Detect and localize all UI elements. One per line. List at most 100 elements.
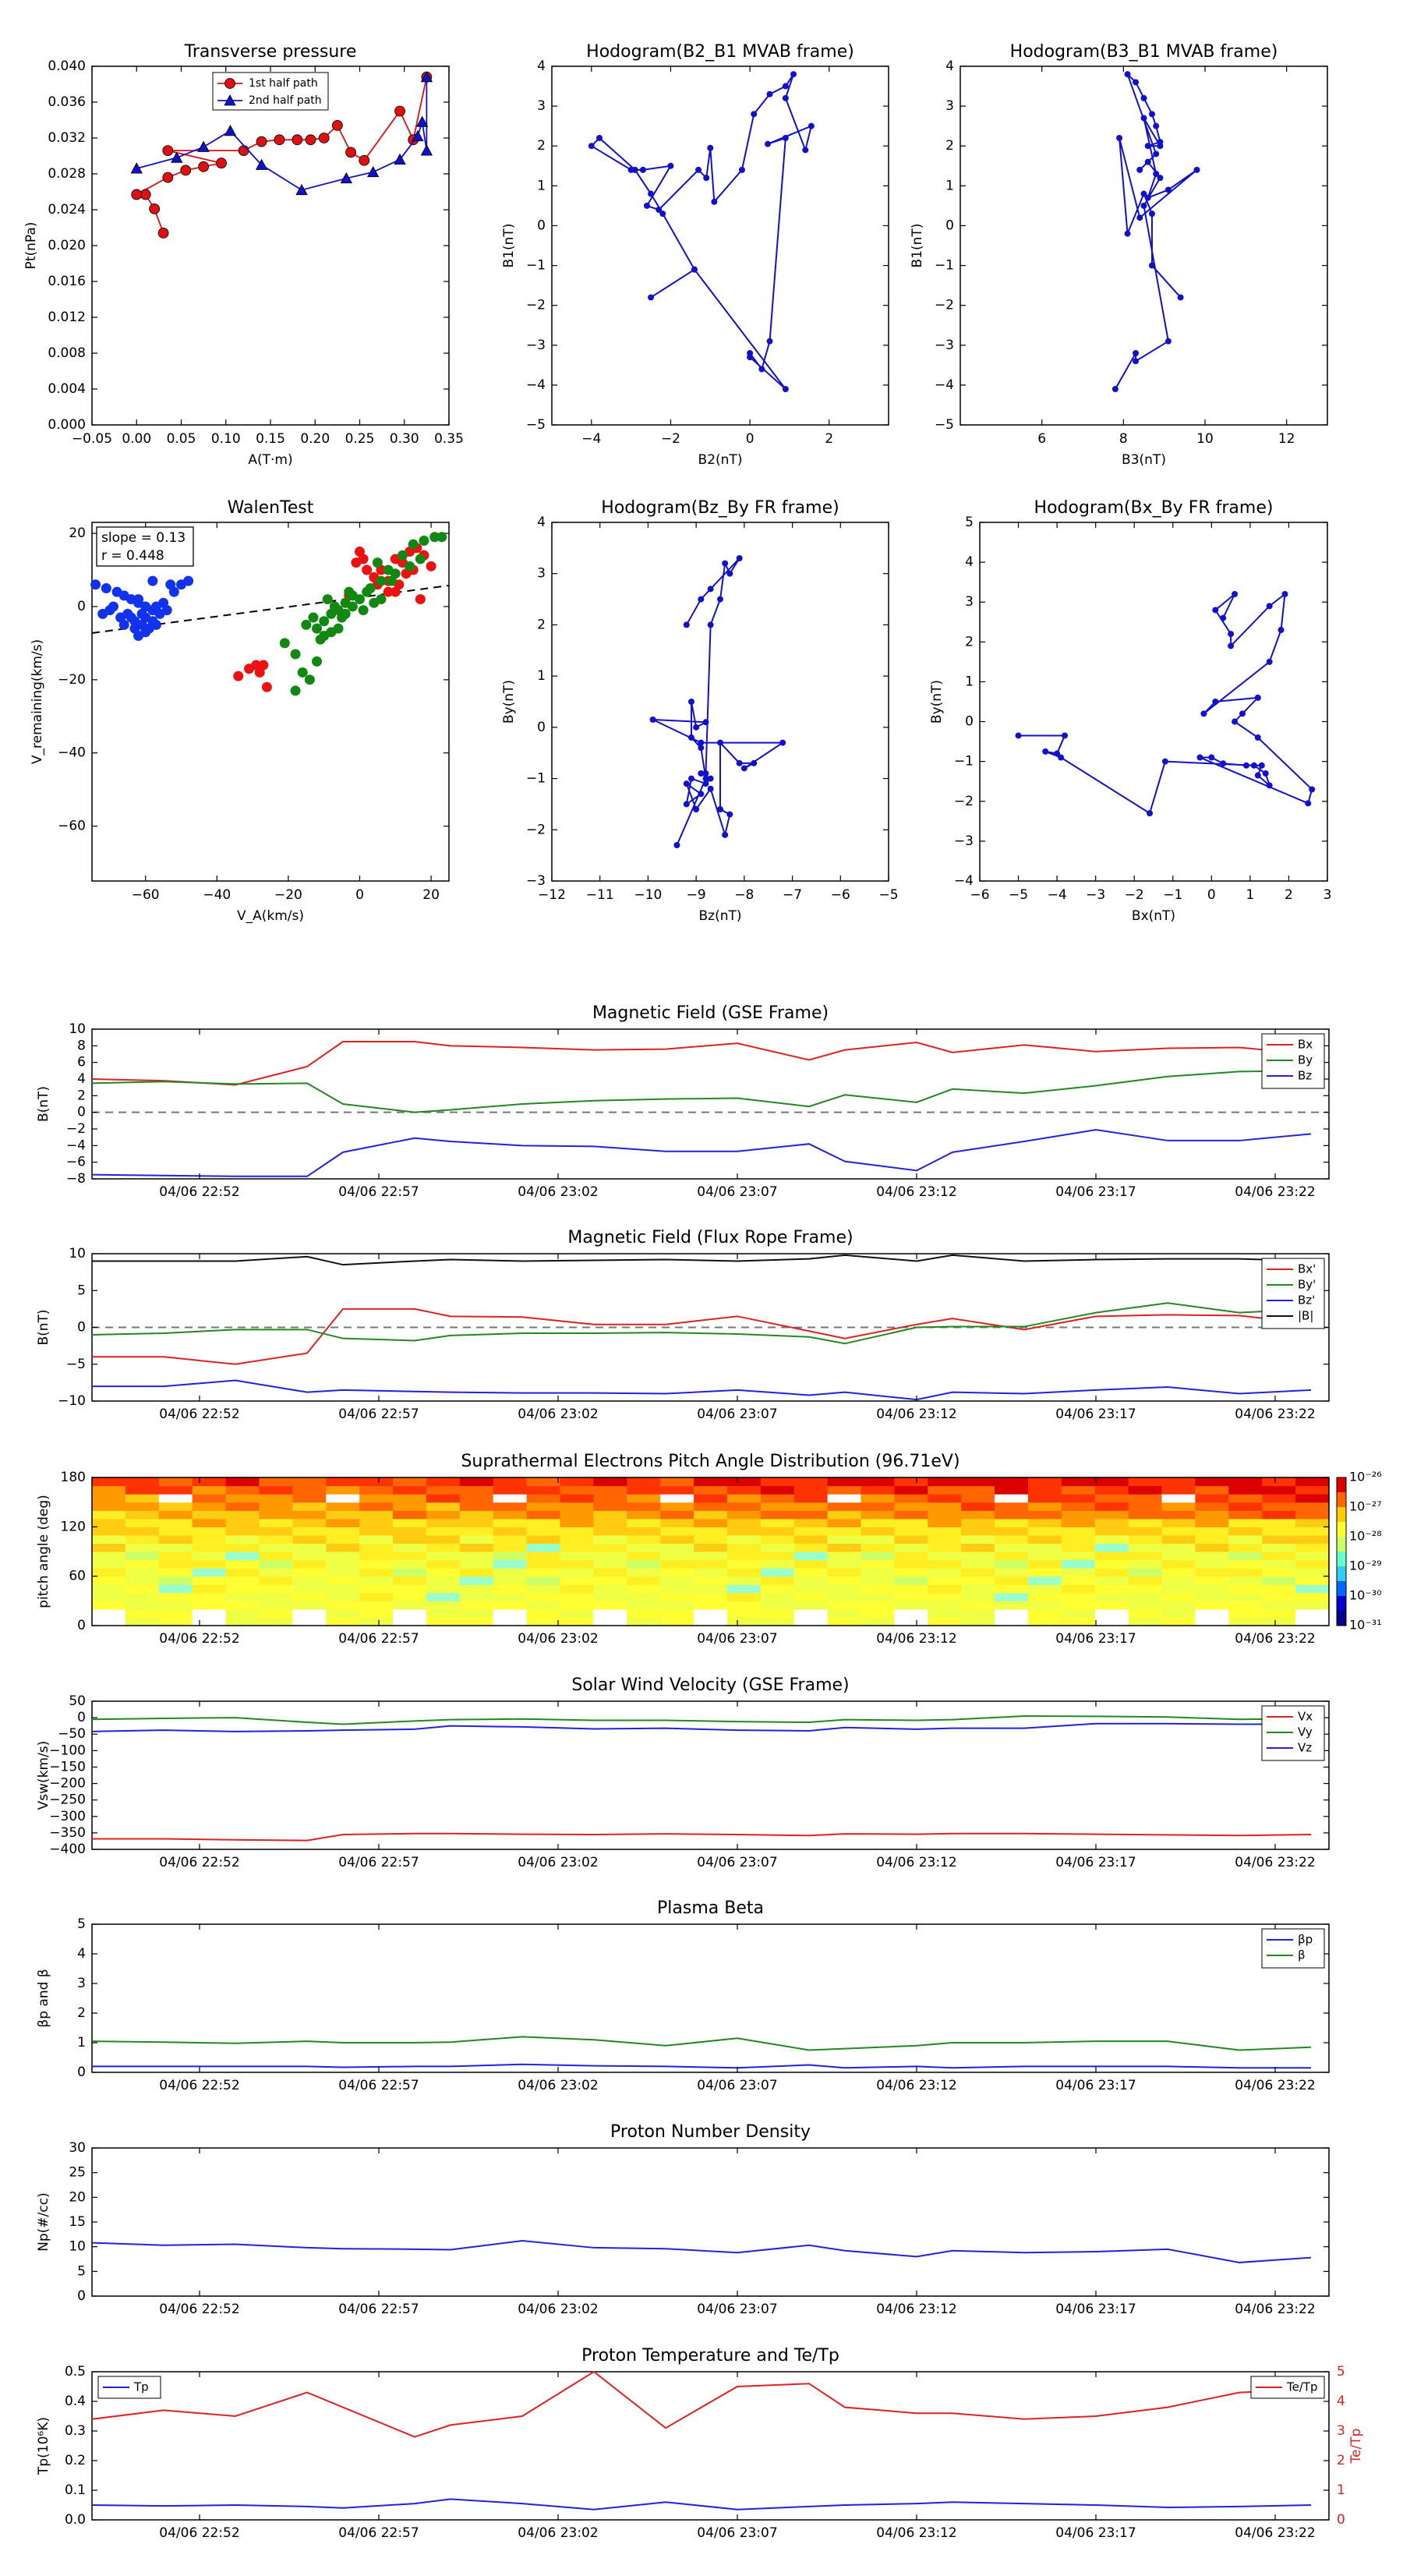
ts2-cell bbox=[760, 1485, 795, 1495]
ts2-cell bbox=[259, 1568, 293, 1577]
ts2-cell bbox=[125, 1518, 160, 1527]
ts2-cell bbox=[1295, 1502, 1330, 1511]
ts2-cell bbox=[593, 1576, 627, 1585]
hodo-b2b1-point bbox=[764, 140, 771, 147]
ts2-cell bbox=[660, 1601, 694, 1610]
ts2-colorbar-label: 10⁻²⁶ bbox=[1349, 1470, 1382, 1484]
ts2-cell bbox=[760, 1518, 795, 1527]
ts2-cell bbox=[560, 1485, 594, 1495]
ts5-ytick-label: 20 bbox=[69, 2189, 86, 2205]
ts2-cell bbox=[1295, 1584, 1330, 1594]
ts2-cell bbox=[560, 1559, 594, 1569]
ts2-cell bbox=[125, 1601, 160, 1610]
pt-xtick-label: 0.20 bbox=[300, 431, 330, 447]
hodo-bxby-ylabel: By(nT) bbox=[929, 680, 945, 724]
pt-xtick-label: 0.35 bbox=[434, 431, 464, 447]
hodo-bxby-point bbox=[1147, 810, 1154, 817]
ts2-cell bbox=[694, 1494, 728, 1503]
ts5-ytick-label: 25 bbox=[69, 2165, 86, 2181]
ts2-cell bbox=[793, 1617, 829, 1626]
ts2-cell bbox=[660, 1568, 694, 1577]
ts6-xtick-label: 04/06 22:52 bbox=[159, 2525, 239, 2541]
ts2-cell bbox=[593, 1608, 627, 1619]
ts2-cell bbox=[259, 1518, 293, 1527]
ts0-title: Magnetic Field (GSE Frame) bbox=[592, 1003, 829, 1023]
hodo-bxby-point bbox=[1054, 750, 1061, 757]
ts2-cell bbox=[426, 1617, 461, 1626]
ts2-cell bbox=[1128, 1510, 1163, 1520]
hodo-bxby-point bbox=[1208, 754, 1215, 761]
ts2-cell bbox=[359, 1494, 394, 1503]
ts2-cell bbox=[1161, 1617, 1196, 1626]
hodo-bzby-ylabel: By(nT) bbox=[501, 680, 517, 724]
ts2-cell bbox=[627, 1485, 661, 1495]
ts2-cell bbox=[694, 1518, 728, 1527]
walen-xtick-label: −20 bbox=[274, 887, 302, 903]
ts2-cell bbox=[560, 1608, 594, 1619]
ts2-cell bbox=[426, 1485, 461, 1495]
hodo-b3b1-point bbox=[1153, 171, 1160, 177]
ts2-cell bbox=[526, 1608, 561, 1619]
ts2-cell bbox=[861, 1534, 896, 1545]
pt-point bbox=[256, 136, 267, 147]
ts2-cell bbox=[560, 1502, 594, 1511]
ts6-legend-label: Tp bbox=[133, 2380, 149, 2394]
ts2-cell bbox=[393, 1485, 427, 1495]
hodo-b3b1-point bbox=[1153, 122, 1160, 129]
hodo-b3b1-point bbox=[1177, 294, 1184, 301]
ts2-cell bbox=[259, 1494, 293, 1503]
ts2-cell bbox=[560, 1527, 594, 1536]
pt-point bbox=[331, 119, 343, 131]
ts2-cell bbox=[1027, 1592, 1062, 1601]
ts2-cell bbox=[560, 1518, 594, 1527]
ts2-cell bbox=[627, 1510, 661, 1520]
ts2-cell bbox=[726, 1608, 762, 1619]
hodo-b3b1-ylabel: B1(nT) bbox=[910, 224, 925, 268]
ts2-cell bbox=[793, 1494, 829, 1503]
ts2-cell bbox=[894, 1527, 928, 1536]
pt-legend-marker bbox=[224, 94, 236, 106]
ts2-cell bbox=[694, 1608, 728, 1619]
ts2-cell bbox=[1027, 1543, 1062, 1552]
ts2-cell bbox=[660, 1584, 694, 1594]
ts0-ytick-label: 6 bbox=[77, 1055, 86, 1070]
hodo-b2b1-point bbox=[802, 147, 809, 154]
ts2-cell bbox=[1061, 1617, 1096, 1626]
hodo-b2b1-ytick-label: 3 bbox=[537, 98, 546, 114]
ts2-cell bbox=[92, 1527, 126, 1536]
ts2-cell bbox=[961, 1534, 995, 1545]
hodo-b2b1-xlabel: B2(nT) bbox=[698, 452, 743, 468]
ts2-cell bbox=[1027, 1559, 1062, 1569]
ts2-cell bbox=[660, 1592, 694, 1601]
hodo-bxby-point bbox=[1212, 607, 1219, 614]
ts2-cell bbox=[894, 1601, 928, 1610]
pt-point bbox=[359, 154, 370, 166]
ts2-xtick-label: 04/06 22:52 bbox=[159, 1631, 239, 1647]
ts2-cell bbox=[493, 1584, 528, 1594]
ts2-cell bbox=[292, 1601, 327, 1610]
walen-point bbox=[340, 608, 351, 619]
pt-xlabel: A(T·m) bbox=[248, 452, 292, 468]
hodo-b3b1-point bbox=[1124, 71, 1131, 78]
ts2-cell bbox=[793, 1477, 829, 1487]
ts2-cell bbox=[560, 1568, 594, 1577]
hodo-bzby-point bbox=[717, 806, 723, 812]
ts2-cell bbox=[760, 1568, 795, 1577]
hodo-bzby-point bbox=[726, 811, 733, 818]
ts2-cell bbox=[125, 1608, 160, 1619]
hodo-b2b1-title: Hodogram(B2_B1 MVAB frame) bbox=[586, 42, 854, 62]
ts2-cell bbox=[192, 1601, 227, 1610]
hodo-bxby-xtick-label: −1 bbox=[1163, 887, 1182, 903]
walen-point bbox=[344, 586, 355, 597]
ts2-cell bbox=[359, 1527, 394, 1536]
ts2-colorbar-band bbox=[1337, 1566, 1346, 1582]
hodo-bxby-point bbox=[1232, 718, 1239, 725]
walen-point bbox=[161, 605, 172, 616]
ts2-cell bbox=[894, 1608, 928, 1619]
ts1-xtick-label: 04/06 23:12 bbox=[876, 1407, 956, 1422]
ts2-cell bbox=[694, 1559, 728, 1569]
ts2-cell bbox=[760, 1592, 795, 1601]
ts3-legend-label: Vx bbox=[1298, 1710, 1313, 1724]
ts2-cell bbox=[1295, 1543, 1330, 1552]
ts2-cell bbox=[393, 1552, 427, 1561]
